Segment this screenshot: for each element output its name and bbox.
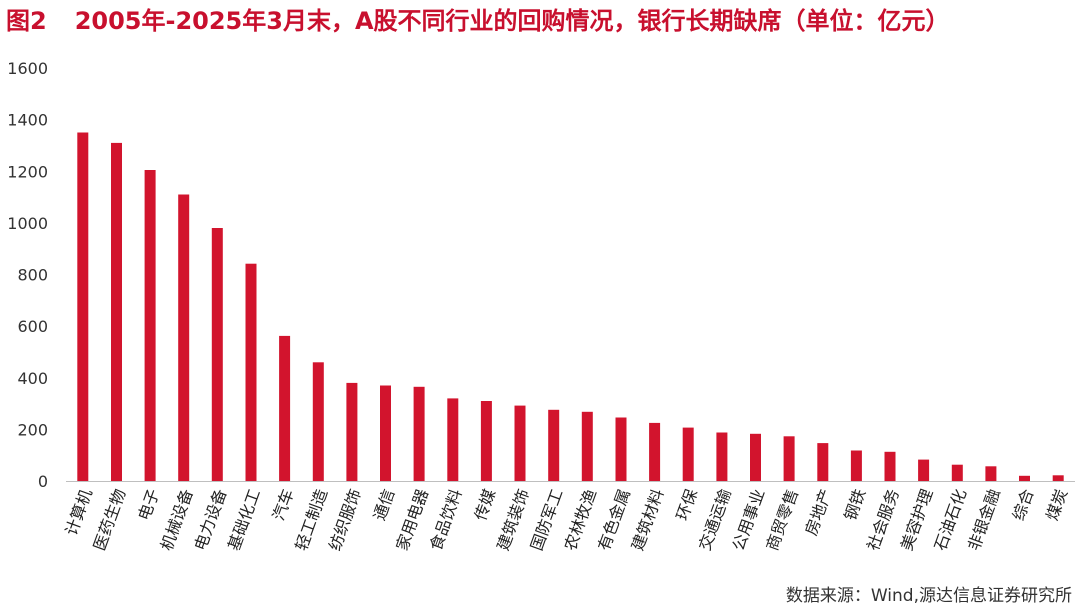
figure-title-bar: 图2 2005年-2025年3月末，A股不同行业的回购情况，银行长期缺席（单位：亿… — [6, 4, 1076, 38]
x-tick-label: 医药生物 — [90, 486, 130, 553]
x-tick-label: 食品饮料 — [426, 486, 466, 553]
bar — [413, 386, 425, 481]
x-tick-label: 美容护理 — [897, 486, 937, 553]
x-tick-label: 公用事业 — [729, 486, 769, 553]
x-tick-label: 房地产 — [801, 486, 835, 538]
bar — [918, 459, 930, 481]
bar — [985, 466, 997, 481]
bar — [615, 417, 627, 481]
bar — [716, 432, 728, 481]
x-tick-label: 环保 — [672, 486, 701, 523]
bar — [649, 422, 661, 481]
bar — [682, 427, 694, 481]
bar — [245, 263, 257, 481]
bar — [783, 436, 795, 481]
x-tick-label: 综合 — [1009, 486, 1038, 523]
x-tick-label: 国防军工 — [527, 486, 567, 553]
y-tick-label: 1600 — [7, 59, 48, 78]
x-tick-label: 轻工制造 — [291, 486, 331, 553]
y-tick-label: 1400 — [7, 111, 48, 130]
bar — [380, 385, 391, 481]
x-tick-label: 建筑装饰 — [493, 486, 533, 553]
bar — [548, 409, 560, 481]
x-tick-label: 商贸零售 — [762, 486, 802, 553]
x-tick-label: 电力设备 — [191, 486, 231, 553]
bar — [750, 433, 761, 481]
x-tick-label: 农林牧渔 — [561, 486, 601, 553]
x-tick-label: 纺织服饰 — [325, 486, 365, 553]
x-tick-label: 煤炭 — [1042, 486, 1071, 523]
bar — [884, 451, 896, 481]
bar — [850, 450, 862, 481]
x-tick-label: 汽车 — [269, 486, 298, 523]
bar — [951, 464, 963, 481]
x-tick-label: 家用电器 — [392, 486, 432, 553]
y-tick-label: 400 — [17, 369, 48, 388]
bar — [178, 194, 190, 481]
bar — [1052, 475, 1064, 481]
bar — [346, 382, 358, 481]
bar-series — [77, 132, 1064, 481]
y-axis-tick-labels: 0 200 400 600 800 1000 1200 1400 1600 — [7, 59, 48, 491]
x-tick-label: 钢铁 — [841, 486, 870, 523]
bar — [581, 411, 593, 481]
x-tick-label: 基础化工 — [224, 486, 264, 553]
x-tick-label: 有色金属 — [594, 486, 634, 553]
chart-title: 2005年-2025年3月末，A股不同行业的回购情况，银行长期缺席（单位：亿元） — [74, 7, 950, 35]
y-tick-label: 1200 — [7, 162, 48, 181]
bar — [211, 228, 223, 481]
bar — [144, 170, 156, 481]
bar — [1019, 475, 1030, 481]
x-tick-label: 传媒 — [471, 486, 500, 523]
x-tick-label: 非银金融 — [964, 486, 1004, 553]
bar — [111, 142, 122, 481]
x-tick-label: 交通运输 — [695, 486, 735, 553]
x-tick-label: 石油石化 — [931, 486, 971, 553]
bar — [312, 362, 324, 481]
bar — [817, 443, 829, 481]
bar — [514, 405, 526, 481]
figure-label: 图2 — [6, 7, 47, 35]
x-tick-label: 社会服务 — [863, 486, 903, 553]
y-tick-label: 0 — [38, 472, 48, 491]
x-tick-label: 通信 — [370, 486, 399, 523]
y-tick-label: 800 — [17, 266, 48, 285]
x-tick-label: 机械设备 — [157, 486, 197, 553]
bar — [279, 335, 291, 481]
x-tick-label: 建筑材料 — [628, 486, 668, 553]
bar — [77, 132, 89, 481]
y-tick-label: 1000 — [7, 214, 48, 233]
y-tick-label: 600 — [17, 317, 48, 336]
bar — [447, 398, 459, 481]
source-note: 数据来源：Wind,源达信息证券研究所 — [785, 586, 1072, 606]
x-tick-label: 计算机 — [62, 486, 96, 538]
bar — [480, 401, 492, 481]
x-tick-label: 电子 — [134, 486, 163, 523]
y-tick-label: 200 — [17, 420, 48, 439]
